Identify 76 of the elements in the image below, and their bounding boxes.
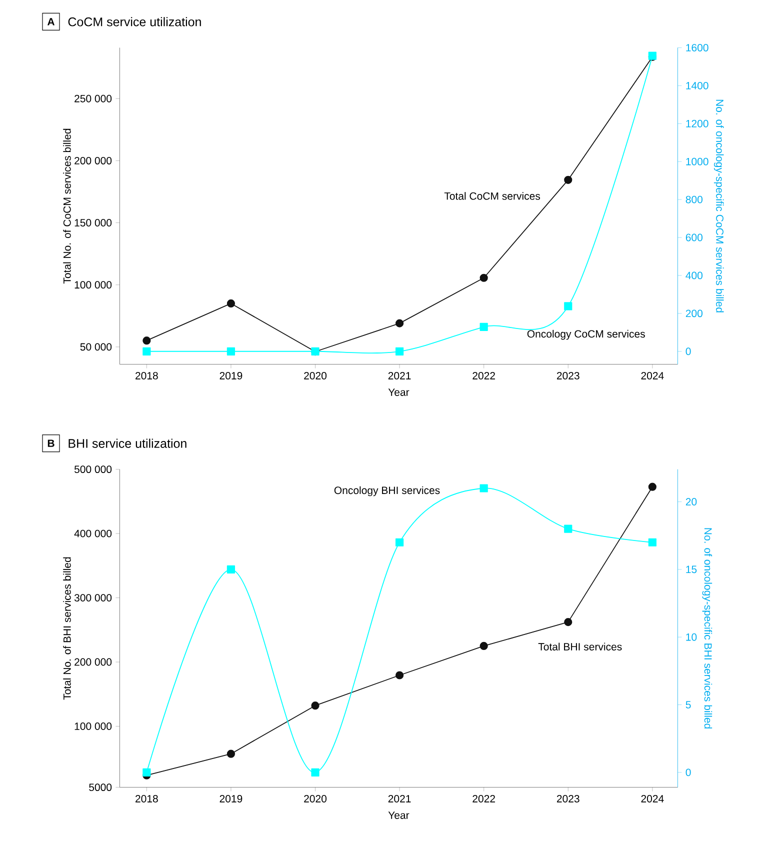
y-tick-label: 100 000 bbox=[74, 281, 112, 289]
point bbox=[226, 750, 236, 758]
series-label: Oncology BHI services bbox=[334, 486, 440, 496]
y-tick-label: 200 000 bbox=[74, 156, 112, 164]
x-tick-label: 2019 bbox=[220, 795, 242, 802]
y-tick-label: 500 000 bbox=[74, 466, 112, 474]
point bbox=[395, 347, 404, 356]
x-tick-label: 2018 bbox=[136, 372, 158, 380]
series-label: Total BHI services bbox=[538, 642, 622, 650]
point bbox=[142, 347, 151, 356]
point bbox=[395, 671, 404, 680]
y2-tick-label: 5 bbox=[686, 701, 691, 708]
y2-tick-label: 1400 bbox=[686, 82, 708, 90]
text: A bbox=[47, 18, 55, 26]
point bbox=[142, 336, 151, 345]
point bbox=[564, 176, 572, 184]
point bbox=[480, 484, 488, 492]
x-tick-label: 2023 bbox=[556, 795, 580, 802]
point bbox=[564, 302, 572, 310]
y2-tick-label: 400 bbox=[686, 272, 702, 280]
point bbox=[564, 524, 572, 533]
x-tick-label: 2021 bbox=[388, 372, 411, 380]
y2-tick-label: 800 bbox=[686, 196, 702, 204]
y2-tick-label: 20 bbox=[686, 498, 697, 506]
x-tick-label: 2022 bbox=[472, 795, 495, 802]
y2-axis-title: No. of oncology-specific CoCM services billed bbox=[714, 100, 724, 312]
y-tick-label: 50 000 bbox=[80, 343, 112, 351]
point bbox=[480, 642, 488, 650]
point bbox=[311, 768, 320, 776]
y2-tick-label: 1600 bbox=[686, 44, 708, 52]
point bbox=[395, 538, 404, 546]
y-tick-label: 300 000 bbox=[74, 594, 112, 602]
y2-axis-title: No. of oncology-specific BHI services billed bbox=[702, 528, 712, 728]
x-tick-label: 2020 bbox=[304, 372, 327, 380]
y-tick-label: 150 000 bbox=[74, 219, 112, 226]
y-axis-title: Total No. of BHI services billed bbox=[63, 557, 71, 700]
y2-tick-label: 600 bbox=[686, 234, 702, 242]
y-tick-label: 200 000 bbox=[74, 658, 112, 666]
y-tick-label: 100 000 bbox=[74, 722, 112, 730]
point bbox=[648, 538, 656, 546]
y2-tick-label: 0 bbox=[686, 768, 691, 776]
point bbox=[480, 274, 488, 282]
point bbox=[226, 565, 236, 574]
y2-tick-label: 200 bbox=[686, 310, 702, 318]
point bbox=[142, 768, 151, 776]
y-tick-label: 250 000 bbox=[74, 94, 112, 102]
x-tick-label: 2023 bbox=[556, 372, 580, 380]
y2-tick-label: 1200 bbox=[686, 120, 708, 128]
x-axis-title: Year bbox=[388, 812, 410, 819]
y2-tick-label: 15 bbox=[686, 566, 697, 574]
x-tick-label: 2024 bbox=[641, 795, 664, 802]
point bbox=[480, 322, 488, 331]
y-axis-title: Total No. of CoCM services billed bbox=[63, 128, 71, 284]
chart-title: BHI service utilization bbox=[68, 438, 186, 448]
x-tick-label: 2019 bbox=[220, 372, 242, 380]
y-tick-label: 5000 bbox=[89, 784, 112, 792]
series-label: Oncology CoCM services bbox=[527, 330, 645, 340]
y2-tick-label: 0 bbox=[686, 348, 691, 356]
y2-tick-label: 1000 bbox=[686, 158, 708, 166]
x-tick-label: 2021 bbox=[388, 795, 411, 802]
x-tick-label: 2018 bbox=[136, 795, 158, 802]
point bbox=[564, 618, 572, 626]
y2-tick-label: 10 bbox=[686, 633, 697, 641]
point bbox=[311, 702, 320, 710]
x-tick-label: 2024 bbox=[641, 372, 664, 380]
y-tick-label: 400 000 bbox=[74, 530, 112, 538]
point bbox=[226, 299, 236, 308]
x-axis-title: Year bbox=[388, 388, 410, 396]
text: B bbox=[48, 440, 54, 447]
point bbox=[648, 482, 656, 491]
chart-title: CoCM service utilization bbox=[68, 17, 201, 26]
series-label: Total CoCM services bbox=[444, 192, 540, 200]
x-tick-label: 2022 bbox=[472, 372, 495, 380]
x-tick-label: 2020 bbox=[304, 795, 327, 802]
point bbox=[395, 319, 404, 328]
point bbox=[226, 347, 236, 356]
